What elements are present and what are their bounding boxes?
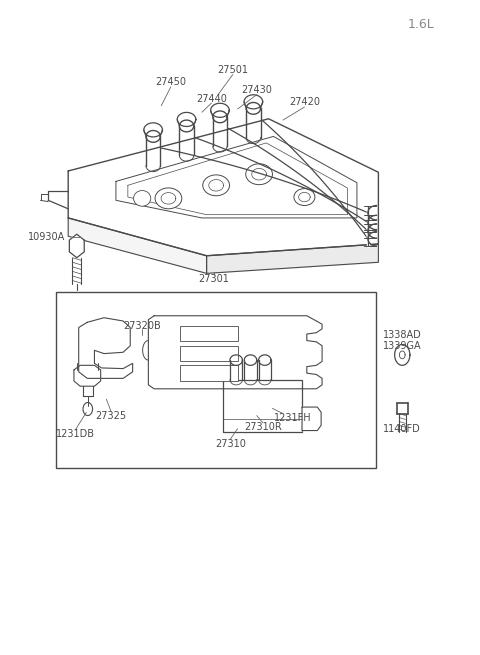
Text: 1339GA: 1339GA [383, 341, 421, 351]
Text: 27301: 27301 [198, 274, 229, 284]
Text: 27430: 27430 [241, 85, 272, 95]
Bar [56, 291, 376, 468]
Ellipse shape [155, 188, 182, 209]
Text: 27440: 27440 [196, 94, 227, 103]
Text: 1338AD: 1338AD [383, 330, 421, 341]
Ellipse shape [203, 175, 229, 196]
Polygon shape [148, 316, 322, 389]
Text: 27450: 27450 [156, 77, 186, 87]
Text: 1231FH: 1231FH [274, 413, 312, 422]
Text: 27320B: 27320B [123, 320, 161, 331]
Polygon shape [302, 407, 321, 430]
Bar [180, 326, 238, 341]
Polygon shape [68, 218, 206, 273]
Text: 27310: 27310 [215, 439, 246, 449]
Text: 27325: 27325 [96, 411, 127, 421]
Polygon shape [68, 119, 378, 255]
Bar [180, 346, 238, 362]
Text: 27501: 27501 [217, 65, 248, 75]
Text: 1140FD: 1140FD [384, 424, 421, 434]
Polygon shape [79, 318, 132, 379]
Text: 27420: 27420 [289, 98, 320, 107]
Polygon shape [69, 234, 84, 257]
Polygon shape [223, 380, 302, 432]
Ellipse shape [133, 191, 151, 206]
Polygon shape [74, 365, 101, 386]
Ellipse shape [246, 164, 273, 185]
Text: 27310R: 27310R [244, 422, 282, 432]
Text: 1231DB: 1231DB [56, 430, 95, 440]
Text: 1.6L: 1.6L [408, 18, 435, 31]
Text: 10930A: 10930A [28, 233, 65, 242]
Polygon shape [206, 244, 378, 273]
Ellipse shape [294, 189, 315, 206]
Bar [180, 365, 238, 381]
